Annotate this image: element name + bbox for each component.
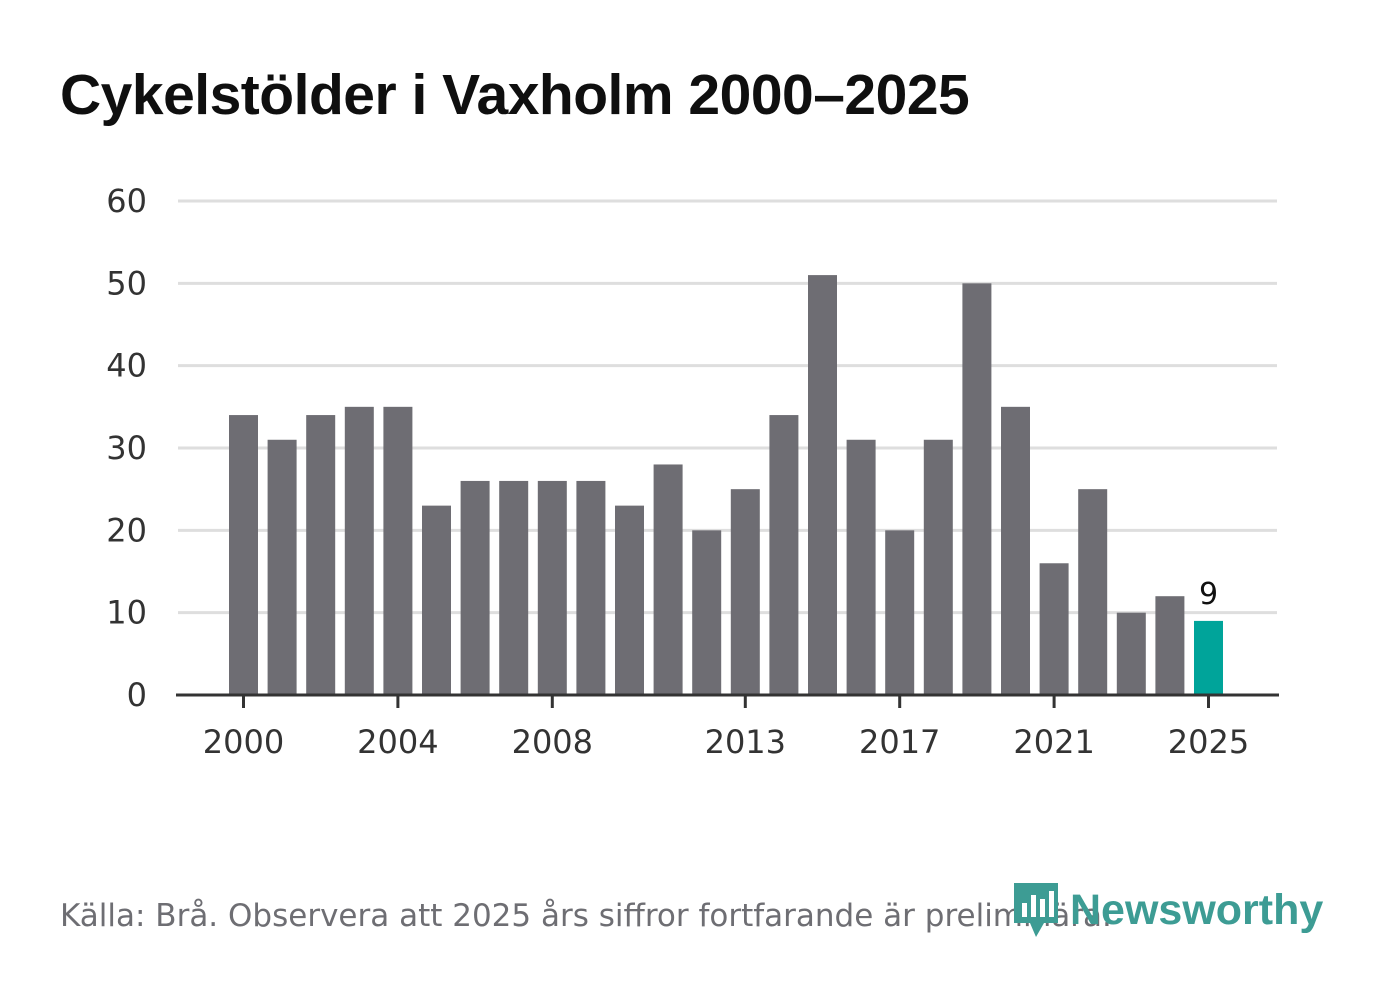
bar-2018 (923, 439, 953, 695)
x-tick-label: 2021 (1013, 723, 1094, 761)
bar-2014 (769, 415, 799, 695)
bar-2009 (576, 480, 606, 695)
x-tick-label: 2025 (1168, 723, 1249, 761)
x-axis-tick-labels: 2000 2004 2008 2013 2017 2021 2025 (203, 695, 1249, 761)
chart-logo-icon (1014, 883, 1058, 937)
bar-2025 (1194, 620, 1223, 695)
bar-2011 (653, 464, 683, 695)
y-tick-label: 30 (106, 429, 147, 467)
y-axis-tick-labels: 0 10 20 30 40 50 60 (106, 182, 147, 714)
bar-2005 (422, 505, 451, 695)
brand-name: Newsworthy (1070, 885, 1324, 934)
data-labels: 9 (1199, 577, 1218, 612)
bar-2010 (615, 505, 644, 695)
bar-2021 (1039, 563, 1069, 695)
brand-logo: Newsworthy (1010, 878, 1323, 942)
x-tick-label: 2000 (203, 723, 284, 761)
bar-2023 (1116, 612, 1146, 695)
bar-2015 (808, 275, 837, 695)
source-note: Källa: Brå. Observera att 2025 års siffr… (60, 898, 1112, 934)
bar-2008 (537, 480, 567, 695)
bar-2017 (885, 530, 915, 695)
y-tick-label: 10 (106, 594, 147, 632)
data-label-2025: 9 (1199, 577, 1218, 612)
bar-2024 (1155, 596, 1185, 695)
gridlines (178, 199, 1277, 615)
chart-title: Cykelstölder i Vaxholm 2000–2025 (60, 63, 970, 127)
y-tick-label: 0 (127, 676, 147, 714)
bar-2003 (344, 406, 374, 695)
x-tick-label: 2013 (705, 723, 786, 761)
y-tick-label: 20 (106, 511, 147, 549)
bar-2002 (306, 415, 336, 695)
bar-2020 (1001, 406, 1030, 695)
bar-2019 (962, 283, 992, 695)
bar-2001 (267, 439, 297, 695)
x-tick-label: 2008 (512, 723, 593, 761)
bar-2013 (730, 489, 760, 695)
bar-2007 (499, 480, 529, 695)
bar-2004 (383, 406, 413, 695)
x-tick-label: 2004 (357, 723, 438, 761)
bar-2006 (460, 480, 490, 695)
y-tick-label: 40 (106, 347, 147, 385)
bar-2022 (1078, 489, 1108, 695)
bar-2012 (692, 530, 722, 695)
bar-2016 (846, 439, 876, 695)
y-tick-label: 60 (106, 182, 147, 220)
bar-2000 (229, 415, 258, 695)
x-tick-label: 2017 (859, 723, 940, 761)
y-tick-label: 50 (106, 264, 147, 302)
bars (229, 275, 1223, 695)
